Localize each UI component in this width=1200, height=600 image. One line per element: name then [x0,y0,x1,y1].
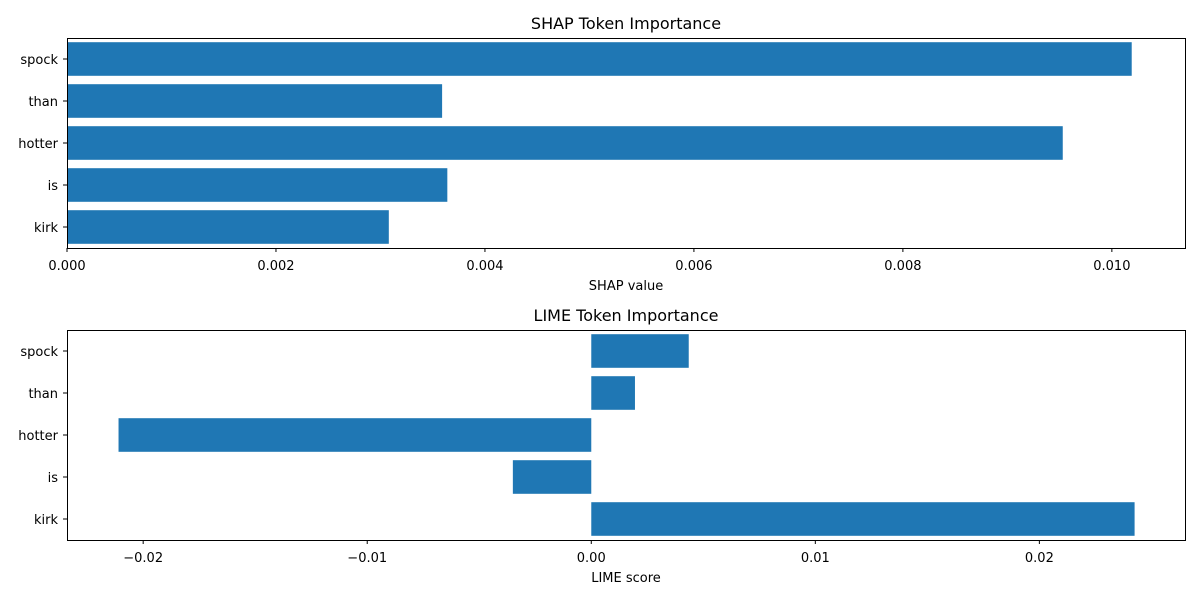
shap-bar-kirk [67,210,389,244]
shap-y-tick-label: kirk [34,221,58,236]
shap-x-tick-label: 0.004 [466,259,503,274]
shap-y-axis: spock than hotter is kirk [18,53,67,236]
shap-bar-hotter [67,126,1063,160]
lime-bar-spock [591,334,689,368]
shap-x-tick-label: 0.006 [675,259,712,274]
shap-bar-is [67,168,448,202]
lime-bars [118,334,1135,536]
lime-x-axis-label: LIME score [591,571,661,586]
shap-chart-title: SHAP Token Importance [531,14,721,33]
shap-x-tick-label: 0.010 [1093,259,1130,274]
lime-plot-frame [67,330,1186,541]
lime-x-tick-label: 0.00 [577,551,606,566]
lime-y-tick-label: spock [20,345,58,360]
shap-y-tick-label: is [48,179,59,194]
lime-bar-is [512,460,592,494]
shap-chart: SHAP Token Importance spock than hotter is k… [18,14,1186,294]
lime-y-axis: spock than hotter is kirk [18,345,67,528]
shap-x-axis-label: SHAP value [589,279,663,294]
shap-y-tick-label: spock [20,53,58,68]
lime-bar-hotter [118,418,592,452]
shap-x-tick-label: 0.008 [884,259,921,274]
lime-x-axis: −0.02 −0.01 0.00 0.01 0.02 [123,540,1054,566]
lime-bar-kirk [591,502,1135,536]
shap-bar-than [67,84,443,118]
lime-y-tick-label: is [48,471,59,486]
lime-bar-than [591,376,635,410]
shap-x-tick-label: 0.002 [257,259,294,274]
lime-y-tick-label: hotter [18,429,58,444]
shap-bars [67,42,1132,244]
shap-x-axis: 0.000 0.002 0.004 0.006 0.008 0.010 [48,248,1130,274]
lime-x-tick-label: −0.02 [123,551,163,566]
lime-chart-title: LIME Token Importance [534,306,719,325]
shap-y-tick-label: hotter [18,137,58,152]
lime-chart: LIME Token Importance spock than hotter is k… [18,306,1186,586]
shap-y-tick-label: than [28,95,58,110]
lime-x-tick-label: −0.01 [347,551,387,566]
lime-y-tick-label: kirk [34,513,58,528]
shap-x-tick-label: 0.000 [48,259,85,274]
lime-x-tick-label: 0.01 [801,551,830,566]
shap-bar-spock [67,42,1132,76]
lime-y-tick-label: than [28,387,58,402]
lime-x-tick-label: 0.02 [1025,551,1054,566]
shap-plot-frame [67,38,1186,249]
